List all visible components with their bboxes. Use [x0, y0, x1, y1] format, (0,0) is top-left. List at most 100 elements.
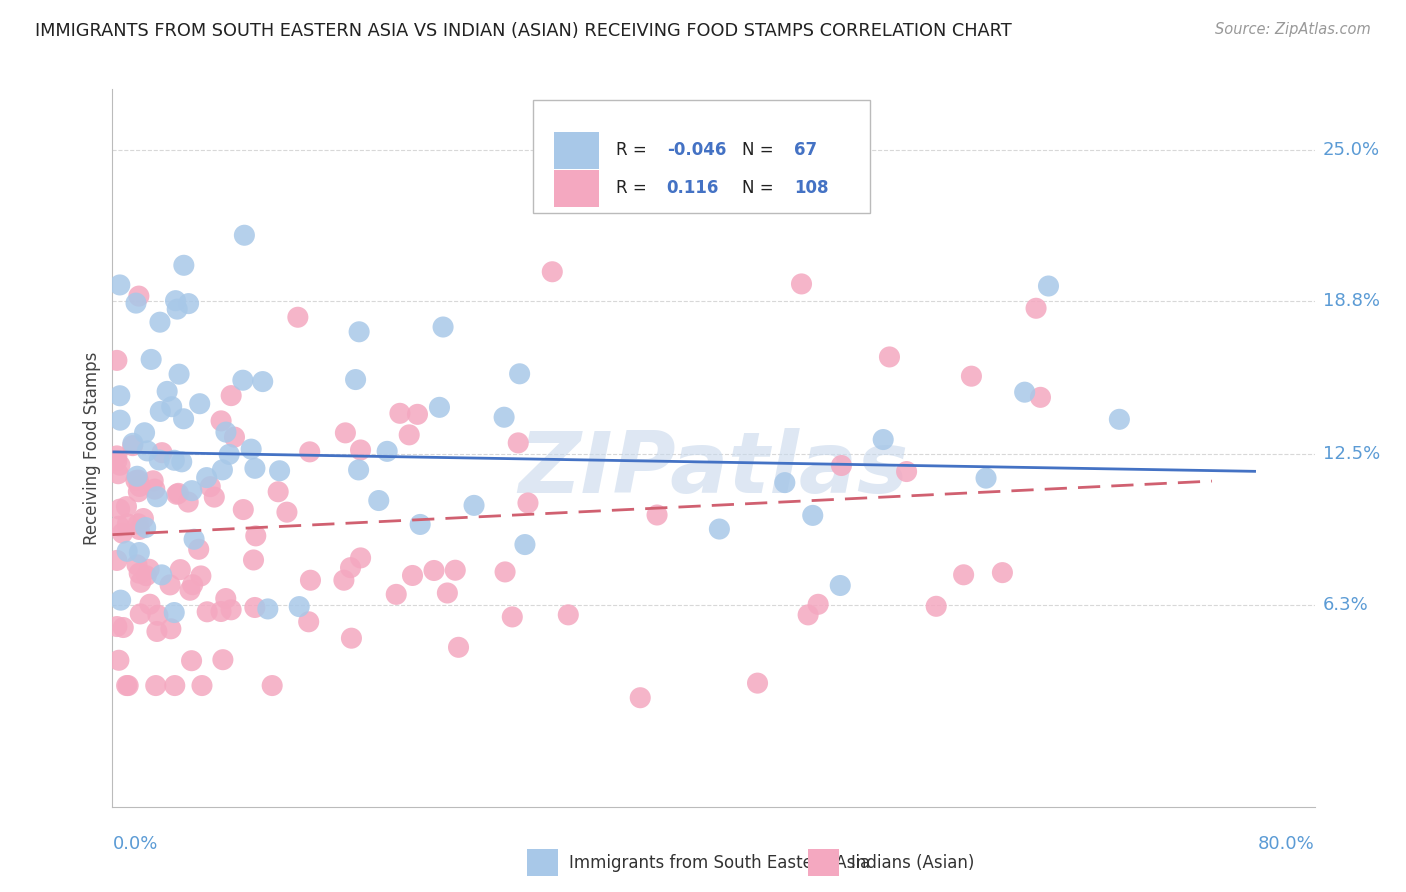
Point	[215, 591, 238, 606]
Text: 6.3%: 6.3%	[1323, 596, 1368, 615]
Point	[105, 553, 128, 567]
Point	[501, 610, 523, 624]
Point	[145, 679, 167, 693]
Point	[128, 289, 150, 303]
Point	[108, 389, 131, 403]
Point	[299, 573, 322, 587]
Point	[406, 408, 429, 422]
Point	[138, 562, 160, 576]
Text: -0.046: -0.046	[666, 141, 725, 160]
Point	[134, 425, 156, 440]
Point	[432, 320, 454, 334]
Text: R =: R =	[616, 141, 647, 160]
Point	[709, 522, 731, 536]
Point	[219, 389, 242, 403]
Point	[991, 566, 1014, 580]
Point	[1108, 412, 1130, 426]
Point	[444, 563, 467, 577]
Text: N =: N =	[742, 179, 775, 197]
Y-axis label: Receiving Food Stamps: Receiving Food Stamps	[83, 351, 101, 545]
Point	[128, 566, 150, 581]
Point	[807, 597, 830, 611]
Text: Indians (Asian): Indians (Asian)	[851, 854, 974, 871]
Point	[541, 265, 564, 279]
Point	[287, 310, 309, 325]
Point	[375, 444, 398, 458]
Point	[122, 436, 145, 450]
Point	[344, 373, 367, 387]
Point	[429, 401, 451, 415]
Point	[125, 558, 148, 572]
Point	[1038, 279, 1060, 293]
Point	[183, 533, 205, 547]
Point	[129, 575, 152, 590]
Point	[146, 608, 169, 623]
Point	[232, 373, 254, 387]
Point	[339, 560, 361, 574]
Point	[150, 567, 173, 582]
FancyBboxPatch shape	[533, 100, 870, 213]
Point	[127, 469, 149, 483]
Point	[141, 352, 163, 367]
Point	[142, 474, 165, 488]
Point	[218, 447, 240, 461]
Point	[146, 490, 169, 504]
Point	[143, 482, 166, 496]
Point	[240, 442, 263, 457]
Point	[243, 600, 266, 615]
Point	[628, 690, 651, 705]
Point	[191, 679, 214, 693]
Point	[127, 516, 149, 531]
Point	[731, 179, 754, 194]
Point	[224, 430, 246, 444]
Point	[195, 470, 218, 484]
Point	[167, 367, 190, 381]
Point	[107, 467, 129, 481]
Point	[117, 679, 139, 693]
Point	[269, 464, 291, 478]
Point	[209, 414, 232, 428]
Point	[132, 511, 155, 525]
Point	[115, 679, 138, 693]
Text: Immigrants from South Eastern Asia: Immigrants from South Eastern Asia	[569, 854, 870, 871]
Point	[115, 544, 138, 558]
Text: 80.0%: 80.0%	[1258, 835, 1315, 853]
Point	[173, 258, 195, 272]
Point	[215, 425, 238, 439]
Text: R =: R =	[616, 179, 647, 197]
Bar	[554, 131, 599, 169]
Point	[830, 578, 852, 592]
Point	[159, 578, 181, 592]
Point	[1029, 390, 1052, 404]
Point	[232, 502, 254, 516]
Point	[139, 597, 162, 611]
Text: 25.0%: 25.0%	[1323, 141, 1381, 159]
Point	[156, 384, 179, 399]
Point	[436, 586, 458, 600]
Point	[1025, 301, 1047, 316]
Point	[180, 654, 202, 668]
Point	[245, 529, 267, 543]
Point	[180, 483, 202, 498]
Point	[243, 461, 266, 475]
Point	[195, 605, 218, 619]
Point	[129, 607, 152, 621]
Point	[177, 495, 200, 509]
Point	[128, 523, 150, 537]
Point	[896, 465, 918, 479]
Point	[209, 605, 232, 619]
Point	[219, 603, 242, 617]
Point	[160, 622, 183, 636]
Point	[262, 679, 284, 693]
Point	[105, 449, 128, 463]
Point	[170, 455, 193, 469]
Point	[108, 458, 131, 473]
Point	[212, 653, 235, 667]
Point	[349, 550, 371, 565]
Text: ZIPatlas: ZIPatlas	[519, 428, 908, 511]
Point	[136, 444, 159, 458]
Point	[790, 277, 813, 291]
Point	[112, 620, 135, 634]
Point	[925, 599, 948, 614]
Point	[830, 458, 852, 473]
